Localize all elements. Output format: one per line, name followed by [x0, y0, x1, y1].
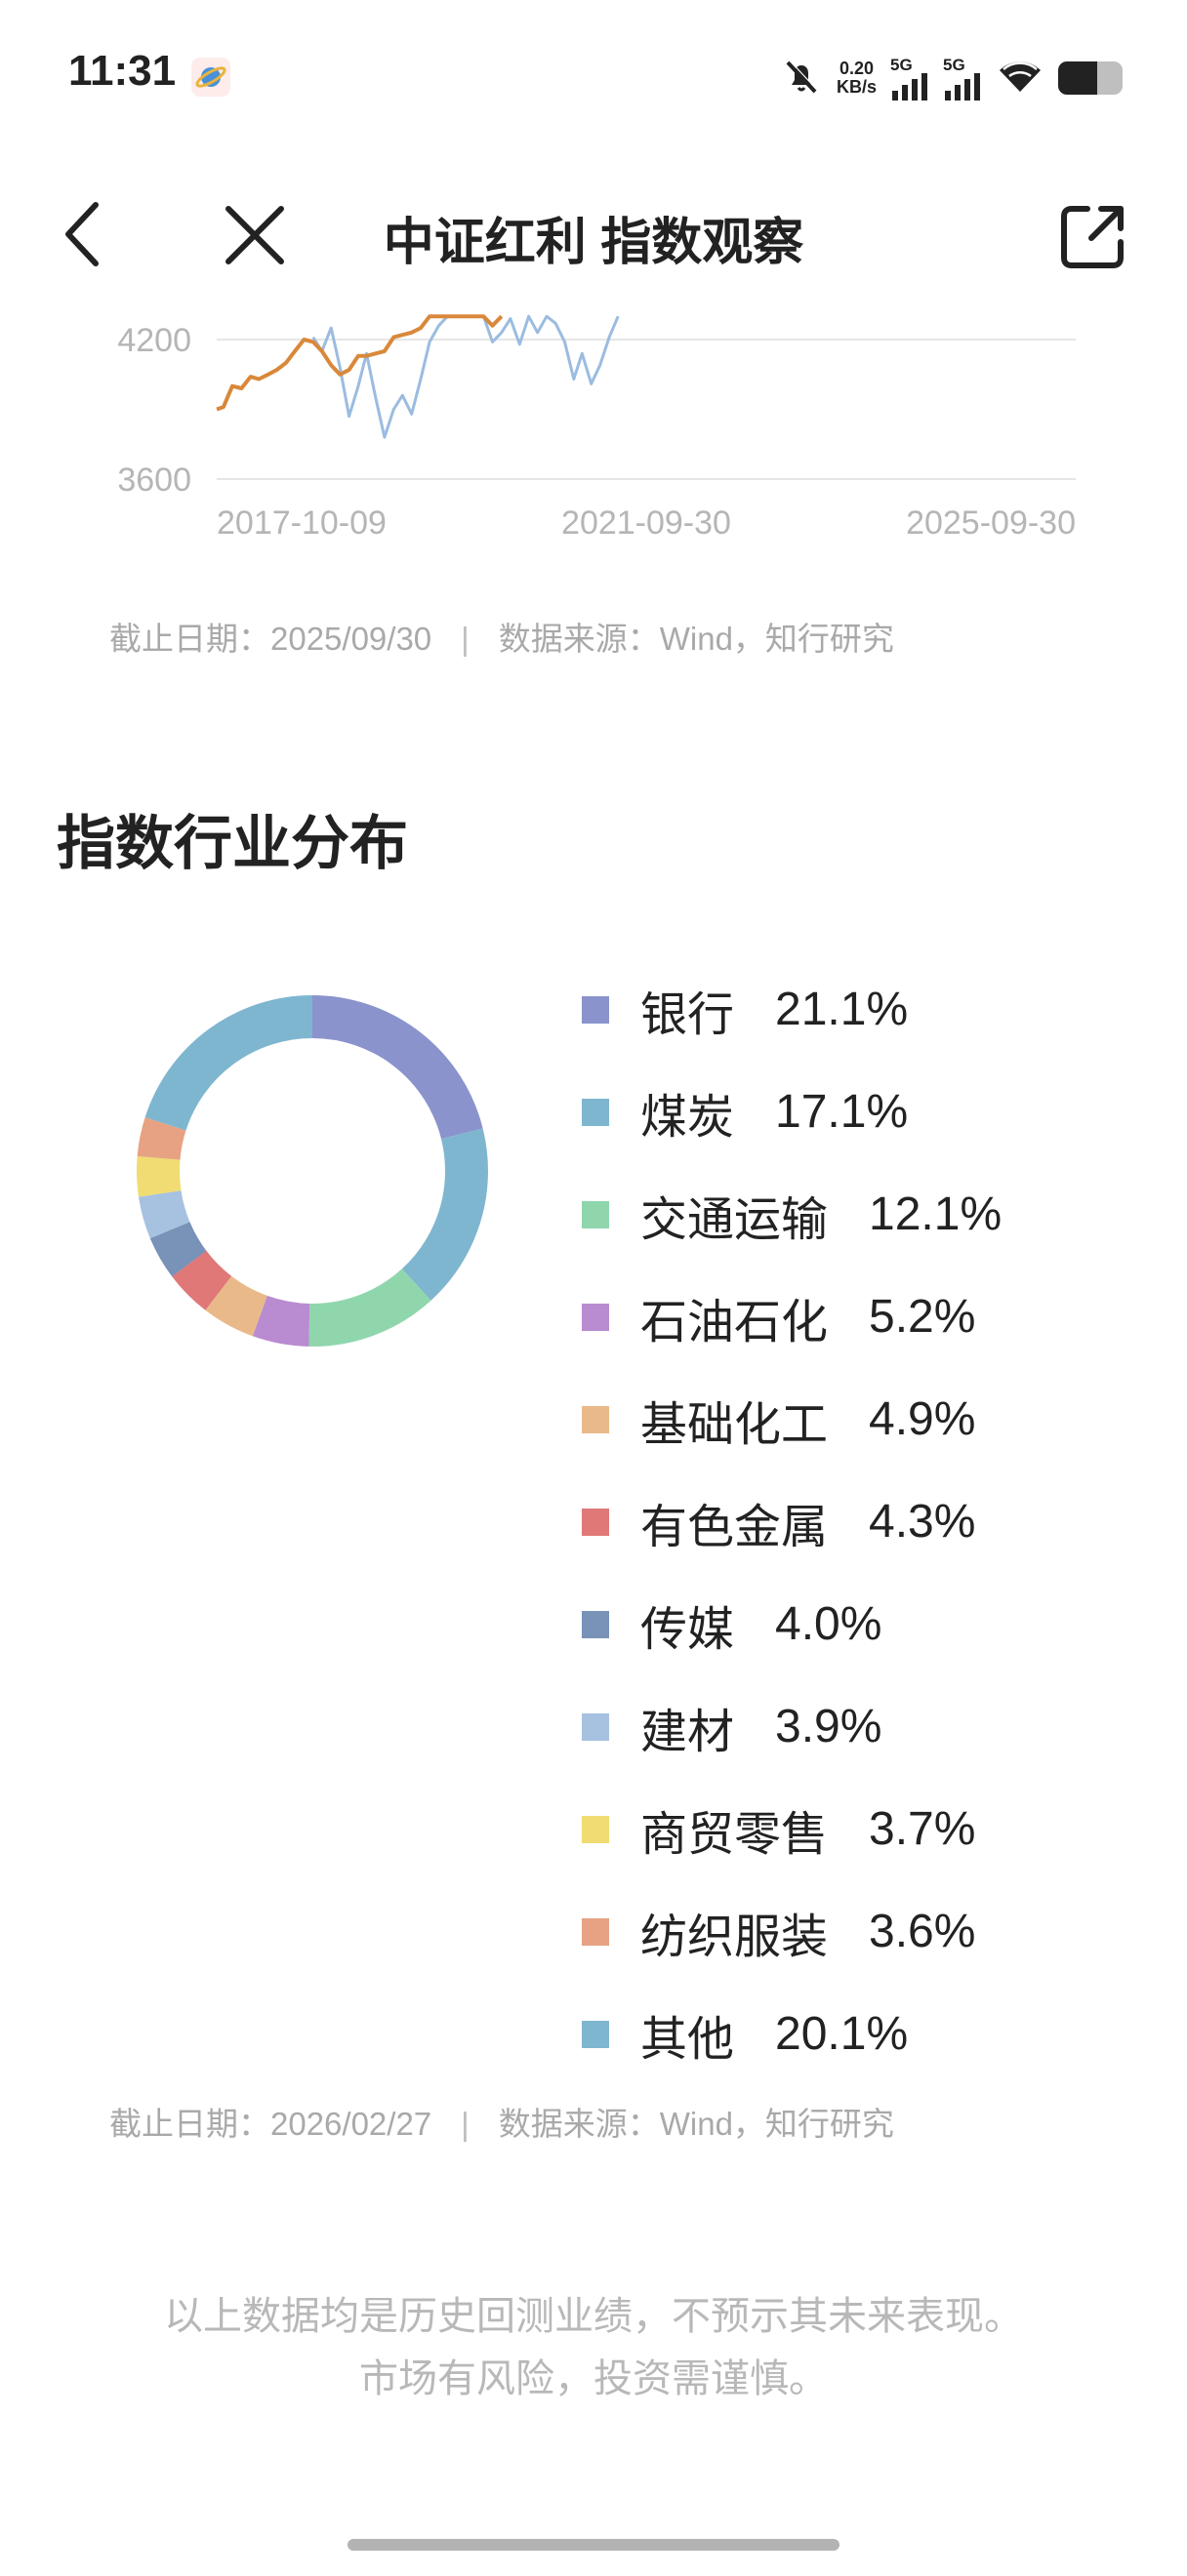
legend-value: 4.9%: [869, 1393, 976, 1445]
legend-name: 纺织服装: [640, 1911, 829, 1963]
disclaimer-line: 市场有风险，投资需谨慎。: [359, 2357, 828, 2400]
legend-value: 5.2%: [869, 1291, 976, 1343]
legend-value: 21.1%: [775, 984, 909, 1035]
legend-name: 其他: [640, 2013, 735, 2066]
legend-item: 煤炭 17.1%: [582, 1061, 1128, 1163]
legend-swatch: [582, 2020, 609, 2048]
signal-icon: 5G: [943, 57, 982, 101]
legend-item: 传媒 4.0%: [582, 1573, 1128, 1675]
legend-item: 建材 3.9%: [582, 1675, 1128, 1778]
disclaimer-line: 以上数据均是历史回测业绩，不预示其未来表现。: [164, 2295, 1023, 2338]
industry-legend: 银行 21.1% 煤炭 17.1% 交通运输 12.1% 石油石化 5.2% 基础化工 4…: [582, 958, 1128, 2085]
legend-value: 4.3%: [869, 1496, 976, 1548]
page-title: 中证红利 指数观察: [383, 215, 804, 271]
legend-value: 20.1%: [775, 2008, 909, 2060]
index-line-chart: 4200 3600 2017-10-09 2021-09-30 2025-09-…: [117, 314, 1076, 542]
legend-item: 基础化工 4.9%: [582, 1368, 1128, 1470]
footnote-date: 截止日期：2025/09/30: [109, 621, 432, 657]
footnote-source: 数据来源：Wind，知行研究: [498, 2106, 894, 2142]
industry-donut-chart: [137, 995, 488, 1347]
legend-swatch: [582, 1405, 609, 1433]
back-button[interactable]: [57, 195, 111, 273]
close-button[interactable]: [221, 201, 289, 269]
legend-swatch: [582, 995, 609, 1024]
legend-name: 煤炭: [640, 1091, 735, 1144]
legend-swatch: [582, 1917, 609, 1946]
share-button[interactable]: [1054, 197, 1132, 275]
disclaimer: 以上数据均是历史回测业绩，不预示其未来表现。 市场有风险，投资需谨慎。: [0, 2285, 1187, 2410]
industry-footnote: 截止日期：2026/02/27 | 数据来源：Wind，知行研究: [109, 2106, 894, 2142]
donut-slice: [137, 995, 488, 1347]
wifi-icon: [996, 57, 1044, 101]
legend-name: 商贸零售: [640, 1808, 829, 1861]
legend-name: 银行: [640, 988, 735, 1041]
x-tick-label: 2017-10-09: [217, 504, 387, 542]
legend-swatch: [582, 1303, 609, 1331]
legend-item: 交通运输 12.1%: [582, 1163, 1128, 1266]
legend-value: 3.7%: [869, 1803, 976, 1855]
share-icon: [1061, 206, 1124, 268]
legend-name: 传媒: [640, 1603, 735, 1656]
legend-swatch: [582, 1610, 609, 1638]
signal-icon: 5G: [890, 57, 929, 101]
section-title: 指数行业分布: [57, 811, 408, 876]
donut-slice: [137, 995, 488, 1347]
donut-slice: [137, 995, 488, 1347]
series-line-2: [216, 314, 504, 412]
legend-value: 3.9%: [775, 1701, 882, 1752]
legend-swatch: [582, 1200, 609, 1228]
y-tick-label: 3600: [117, 462, 191, 499]
y-tick-label: 4200: [117, 322, 191, 359]
chart-footnote: 截止日期：2025/09/30 | 数据来源：Wind，知行研究: [109, 621, 894, 657]
legend-name: 基础化工: [640, 1398, 829, 1451]
legend-name: 建材: [640, 1706, 735, 1758]
legend-swatch: [582, 1098, 609, 1126]
donut-slice: [137, 995, 488, 1347]
legend-name: 石油石化: [640, 1296, 829, 1348]
app-icon: [190, 57, 231, 98]
battery-icon: [1058, 61, 1123, 95]
legend-swatch: [582, 1508, 609, 1536]
back-icon: [65, 202, 99, 266]
legend-item: 商贸零售 3.7%: [582, 1778, 1128, 1880]
legend-name: 交通运输: [640, 1193, 829, 1246]
legend-value: 17.1%: [775, 1086, 909, 1138]
x-tick-label: 2025-09-30: [906, 504, 1076, 542]
legend-item: 纺织服装 3.6%: [582, 1880, 1128, 1983]
legend-value: 12.1%: [869, 1188, 1003, 1240]
close-icon: [225, 206, 284, 264]
footnote-date: 截止日期：2026/02/27: [109, 2106, 432, 2142]
legend-name: 有色金属: [640, 1501, 829, 1553]
status-icons: 0.20 KB/s 5G 5G: [780, 49, 1123, 107]
legend-item: 石油石化 5.2%: [582, 1266, 1128, 1368]
legend-value: 4.0%: [775, 1598, 882, 1650]
legend-value: 3.6%: [869, 1906, 976, 1957]
legend-swatch: [582, 1815, 609, 1843]
footnote-source: 数据来源：Wind，知行研究: [498, 621, 894, 657]
status-time: 11:31: [68, 47, 177, 95]
legend-item: 银行 21.1%: [582, 958, 1128, 1061]
legend-swatch: [582, 1712, 609, 1741]
series-line-1: [311, 314, 620, 439]
mute-bell-icon: [780, 55, 823, 102]
home-indicator[interactable]: [348, 2539, 839, 2551]
net-speed: 0.20 KB/s: [836, 59, 877, 97]
x-tick-label: 2021-09-30: [561, 504, 731, 542]
legend-item: 其他 20.1%: [582, 1983, 1128, 2085]
legend-item: 有色金属 4.3%: [582, 1470, 1128, 1573]
